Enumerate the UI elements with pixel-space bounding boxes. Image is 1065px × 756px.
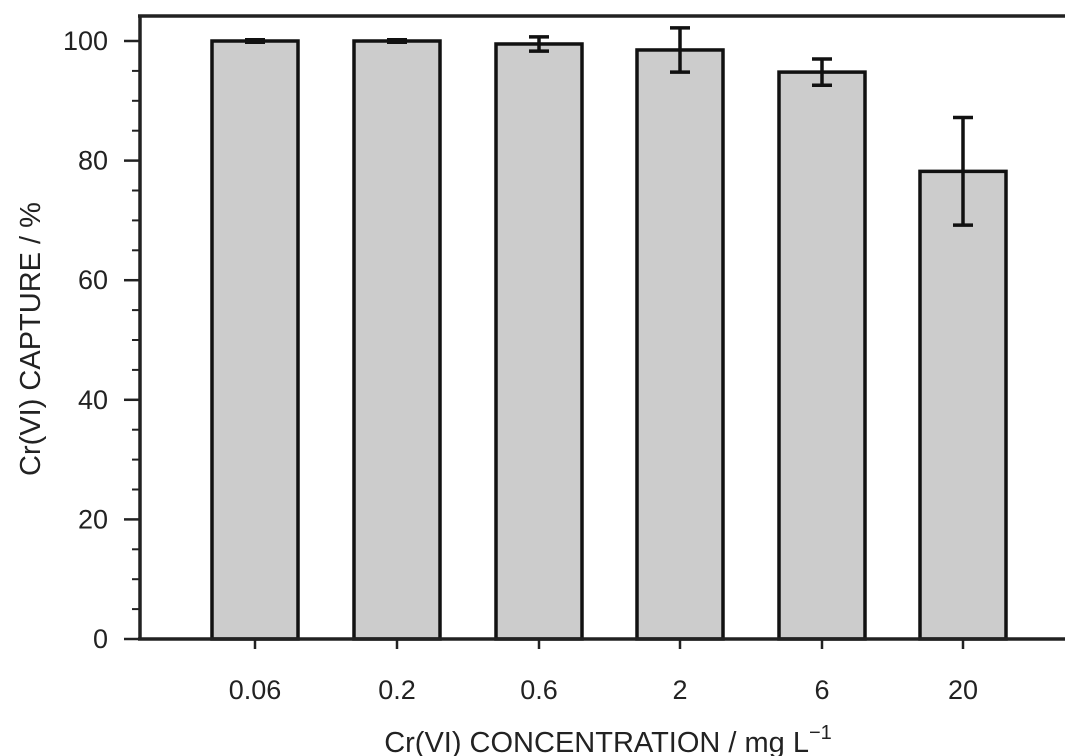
error-bar-0.06 — [245, 38, 265, 44]
bar-20 — [918, 169, 1008, 641]
y-tick-label: 80 — [78, 146, 108, 176]
error-bar-6 — [812, 57, 832, 88]
y-tick-label: 20 — [78, 504, 108, 534]
x-tick-label: 2 — [672, 675, 687, 705]
y-tick-label: 100 — [63, 26, 108, 56]
error-bar-0.6 — [529, 35, 549, 53]
axes-layer — [124, 14, 1065, 649]
bars-layer — [210, 39, 1008, 641]
tick-labels-layer: 0.06 0.2 0.6 2 6 20 0 20 40 60 80 100 — [63, 26, 978, 705]
x-tick-label: 20 — [948, 675, 978, 705]
x-tick-label: 0.6 — [520, 675, 558, 705]
bar-0.2 — [352, 39, 442, 641]
x-axis-title-text: Cr(VI) CONCENTRATION / mg L — [384, 727, 809, 756]
x-tick-label: 0.06 — [229, 675, 282, 705]
bar-6 — [777, 70, 867, 641]
x-tick-label: 0.2 — [378, 675, 416, 705]
bar-0.06 — [210, 39, 300, 641]
y-tick-label: 40 — [78, 385, 108, 415]
x-axis-title: Cr(VI) CONCENTRATION / mg L−1 — [384, 722, 832, 756]
bar-0.6 — [494, 42, 584, 641]
error-bar-20 — [953, 115, 973, 227]
error-bar-0.2 — [387, 38, 407, 44]
error-bar-2 — [670, 26, 690, 74]
y-tick-label: 60 — [78, 265, 108, 295]
y-tick-label: 0 — [93, 624, 108, 654]
x-tick-label: 6 — [814, 675, 829, 705]
x-axis-title-superscript: −1 — [809, 722, 832, 744]
error-bars-layer — [245, 26, 973, 227]
y-axis-title: Cr(VI) CAPTURE / % — [15, 202, 47, 476]
bar-2 — [635, 48, 725, 641]
